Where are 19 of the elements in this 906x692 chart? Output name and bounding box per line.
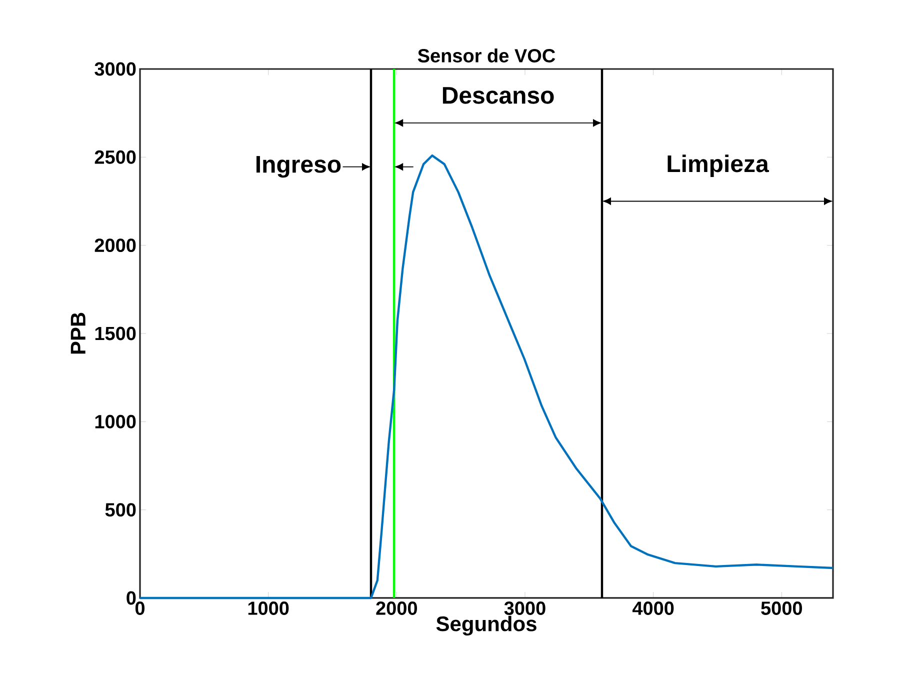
y-tick-label: 3000 bbox=[94, 62, 136, 76]
x-tick-label: 5000 bbox=[761, 602, 802, 615]
x-tick-label: 0 bbox=[135, 602, 145, 615]
y-tick-label: 0 bbox=[126, 591, 136, 605]
y-tick-label: 2000 bbox=[94, 238, 136, 252]
x-tick-label: 2000 bbox=[376, 602, 418, 615]
chart-title: Sensor de VOC bbox=[418, 48, 556, 62]
y-tick-label: 1500 bbox=[95, 326, 136, 340]
y-tick-label: 2500 bbox=[94, 150, 136, 164]
y-axis-title: PPB bbox=[70, 312, 86, 354]
y-tick-label: 500 bbox=[105, 503, 136, 517]
y-tick-label: 1000 bbox=[95, 414, 136, 428]
x-tick-label: 4000 bbox=[632, 602, 674, 615]
annotation: Limpieza bbox=[668, 154, 770, 177]
x-tick-label: 1000 bbox=[248, 602, 289, 615]
annotation: Ingreso bbox=[256, 156, 341, 178]
x-axis-title: Segundos bbox=[436, 616, 536, 636]
x-tick-label: 3000 bbox=[504, 602, 546, 616]
annotation: Descanso bbox=[442, 87, 554, 104]
